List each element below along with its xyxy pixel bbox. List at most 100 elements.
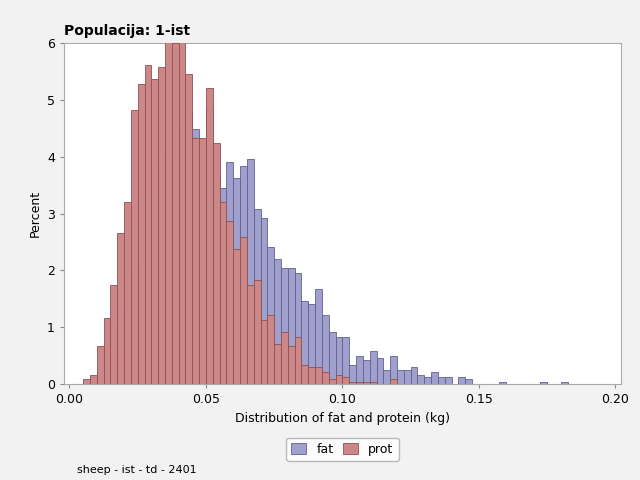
Bar xyxy=(212,178,220,384)
Bar xyxy=(83,379,90,384)
Bar xyxy=(227,162,233,384)
Y-axis label: Percent: Percent xyxy=(28,190,42,237)
Bar xyxy=(499,382,506,384)
Bar xyxy=(165,155,172,384)
Bar xyxy=(240,237,247,384)
Bar xyxy=(151,79,158,384)
Bar xyxy=(179,36,186,384)
Bar xyxy=(383,370,390,384)
Bar xyxy=(117,330,124,384)
Bar xyxy=(199,138,206,384)
Legend: fat, prot: fat, prot xyxy=(286,438,399,461)
Bar xyxy=(233,249,240,384)
Bar xyxy=(253,280,260,384)
Bar xyxy=(220,188,227,384)
Bar xyxy=(90,374,97,384)
Bar xyxy=(356,382,363,384)
Bar xyxy=(97,346,104,384)
Bar xyxy=(186,112,192,384)
Bar xyxy=(247,285,253,384)
Bar xyxy=(233,178,240,384)
Bar xyxy=(342,377,349,384)
Text: sheep - ist - td - 2401: sheep - ist - td - 2401 xyxy=(77,465,196,475)
Bar xyxy=(268,247,274,384)
Bar xyxy=(110,348,117,384)
X-axis label: Distribution of fat and protein (kg): Distribution of fat and protein (kg) xyxy=(235,411,450,425)
Bar xyxy=(315,368,322,384)
Bar xyxy=(438,377,445,384)
Bar xyxy=(404,370,411,384)
Bar xyxy=(172,169,179,384)
Bar xyxy=(322,315,329,384)
Bar xyxy=(90,377,97,384)
Bar xyxy=(138,84,145,384)
Bar xyxy=(131,270,138,384)
Bar xyxy=(417,374,424,384)
Bar xyxy=(151,206,158,384)
Bar xyxy=(363,360,370,384)
Bar xyxy=(561,382,568,384)
Bar xyxy=(124,202,131,384)
Bar xyxy=(172,43,179,384)
Bar xyxy=(158,67,165,384)
Bar xyxy=(458,377,465,384)
Bar xyxy=(179,126,186,384)
Bar xyxy=(431,372,438,384)
Bar xyxy=(274,259,281,384)
Bar xyxy=(335,336,342,384)
Bar xyxy=(97,372,104,384)
Bar xyxy=(397,370,404,384)
Bar xyxy=(247,159,253,384)
Bar xyxy=(349,382,356,384)
Bar xyxy=(227,221,233,384)
Bar xyxy=(301,365,308,384)
Bar xyxy=(465,379,472,384)
Bar xyxy=(540,382,547,384)
Bar xyxy=(192,138,199,384)
Bar xyxy=(288,268,294,384)
Bar xyxy=(206,88,212,384)
Bar xyxy=(240,167,247,384)
Bar xyxy=(363,382,370,384)
Bar xyxy=(104,370,110,384)
Bar xyxy=(294,273,301,384)
Bar xyxy=(370,382,376,384)
Bar xyxy=(206,107,212,384)
Bar xyxy=(329,332,335,384)
Bar xyxy=(199,159,206,384)
Bar xyxy=(411,368,417,384)
Bar xyxy=(124,311,131,384)
Bar xyxy=(370,351,376,384)
Bar xyxy=(158,171,165,384)
Bar xyxy=(145,65,151,384)
Bar xyxy=(260,320,268,384)
Bar xyxy=(138,261,145,384)
Bar xyxy=(315,289,322,384)
Bar xyxy=(186,74,192,384)
Bar xyxy=(253,209,260,384)
Bar xyxy=(281,332,288,384)
Bar xyxy=(301,301,308,384)
Bar xyxy=(165,38,172,384)
Bar xyxy=(342,336,349,384)
Bar xyxy=(117,233,124,384)
Bar xyxy=(145,235,151,384)
Bar xyxy=(268,315,274,384)
Bar xyxy=(110,285,117,384)
Bar xyxy=(322,372,329,384)
Text: Populacija: 1-ist: Populacija: 1-ist xyxy=(64,24,190,38)
Bar xyxy=(104,318,110,384)
Bar xyxy=(192,129,199,384)
Bar xyxy=(294,336,301,384)
Bar xyxy=(445,377,452,384)
Bar xyxy=(220,202,227,384)
Bar xyxy=(288,346,294,384)
Bar xyxy=(390,379,397,384)
Bar xyxy=(308,303,315,384)
Bar xyxy=(308,368,315,384)
Bar xyxy=(212,143,220,384)
Bar xyxy=(329,379,335,384)
Bar xyxy=(335,374,342,384)
Bar xyxy=(390,356,397,384)
Bar xyxy=(376,358,383,384)
